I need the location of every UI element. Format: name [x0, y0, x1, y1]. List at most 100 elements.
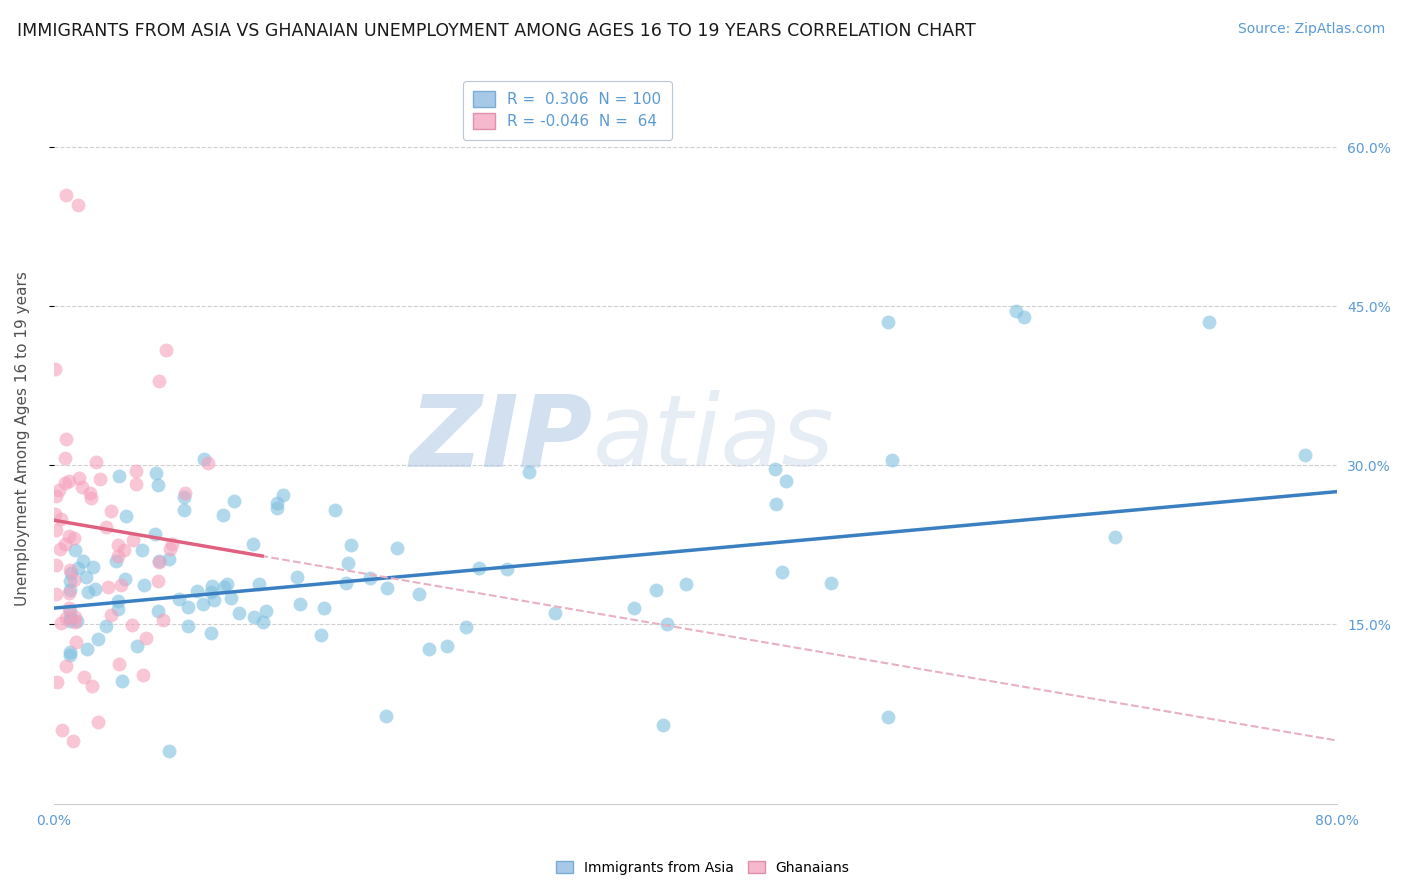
- Point: [44, 507, 66, 521]
- Point: [644, 583, 666, 598]
- Point: [45, 489, 67, 503]
- Point: [110, 578, 132, 592]
- Point: [408, 586, 430, 600]
- Point: [51, 723, 73, 737]
- Point: [62, 733, 84, 747]
- Point: [202, 592, 225, 607]
- Point: [58, 586, 80, 600]
- Point: [217, 577, 239, 591]
- Point: [148, 375, 170, 389]
- Point: [765, 497, 787, 511]
- Point: [70, 480, 93, 494]
- Point: [82, 560, 104, 574]
- Point: [84, 454, 107, 468]
- Point: [65, 610, 87, 624]
- Point: [173, 490, 195, 504]
- Point: [375, 709, 398, 723]
- Point: [59, 614, 82, 628]
- Y-axis label: Unemployment Among Ages 16 to 19 years: Unemployment Among Ages 16 to 19 years: [15, 271, 30, 606]
- Point: [59, 648, 82, 662]
- Point: [89, 472, 111, 486]
- Point: [55, 659, 77, 673]
- Point: [67, 471, 90, 485]
- Point: [148, 554, 170, 568]
- Point: [53, 537, 76, 551]
- Point: [62, 574, 84, 588]
- Point: [177, 599, 200, 614]
- Point: [200, 626, 222, 640]
- Point: [100, 504, 122, 518]
- Point: [148, 478, 170, 492]
- Point: [159, 542, 181, 557]
- Point: [148, 555, 170, 569]
- Point: [131, 667, 153, 681]
- Point: [125, 477, 148, 491]
- Point: [224, 493, 246, 508]
- Point: [55, 432, 77, 446]
- Point: [63, 615, 86, 629]
- Point: [212, 508, 235, 522]
- Point: [58, 600, 80, 615]
- Point: [131, 543, 153, 558]
- Point: [155, 343, 177, 357]
- Point: [436, 639, 458, 653]
- Point: [94, 519, 117, 533]
- Point: [242, 610, 264, 624]
- Point: [124, 464, 146, 478]
- Point: [312, 601, 335, 615]
- Point: [66, 561, 89, 575]
- Point: [266, 496, 288, 510]
- Point: [337, 557, 360, 571]
- Point: [100, 607, 122, 622]
- Point: [55, 187, 77, 202]
- Point: [623, 601, 645, 615]
- Point: [877, 315, 900, 329]
- Point: [96, 619, 118, 633]
- Point: [107, 469, 129, 483]
- Point: [66, 198, 89, 212]
- Point: [1198, 315, 1220, 329]
- Point: [880, 453, 903, 467]
- Point: [58, 528, 80, 542]
- Point: [44, 362, 66, 376]
- Point: [468, 560, 491, 574]
- Point: [157, 552, 180, 566]
- Point: [266, 501, 288, 516]
- Point: [309, 628, 332, 642]
- Point: [107, 602, 129, 616]
- Legend: R =  0.306  N = 100, R = -0.046  N =  64: R = 0.306 N = 100, R = -0.046 N = 64: [463, 80, 672, 140]
- Point: [59, 574, 82, 588]
- Point: [83, 582, 105, 596]
- Point: [59, 604, 82, 618]
- Point: [221, 591, 243, 605]
- Point: [59, 582, 82, 597]
- Point: [79, 486, 101, 500]
- Point: [107, 549, 129, 563]
- Point: [76, 642, 98, 657]
- Point: [114, 508, 136, 523]
- Point: [228, 606, 250, 620]
- Legend: Immigrants from Asia, Ghanaians: Immigrants from Asia, Ghanaians: [551, 855, 855, 880]
- Point: [1104, 530, 1126, 544]
- Point: [63, 542, 86, 557]
- Point: [86, 632, 108, 647]
- Point: [97, 580, 120, 594]
- Point: [53, 475, 76, 490]
- Point: [242, 537, 264, 551]
- Point: [121, 533, 143, 548]
- Point: [53, 450, 76, 465]
- Point: [775, 474, 797, 488]
- Point: [132, 578, 155, 592]
- Point: [212, 581, 235, 595]
- Point: [160, 537, 183, 551]
- Point: [176, 619, 198, 633]
- Point: [254, 603, 277, 617]
- Point: [387, 541, 409, 556]
- Point: [45, 523, 67, 537]
- Point: [59, 566, 82, 580]
- Point: [79, 491, 101, 505]
- Point: [114, 572, 136, 586]
- Point: [65, 635, 87, 649]
- Point: [1005, 304, 1028, 318]
- Point: [72, 554, 94, 568]
